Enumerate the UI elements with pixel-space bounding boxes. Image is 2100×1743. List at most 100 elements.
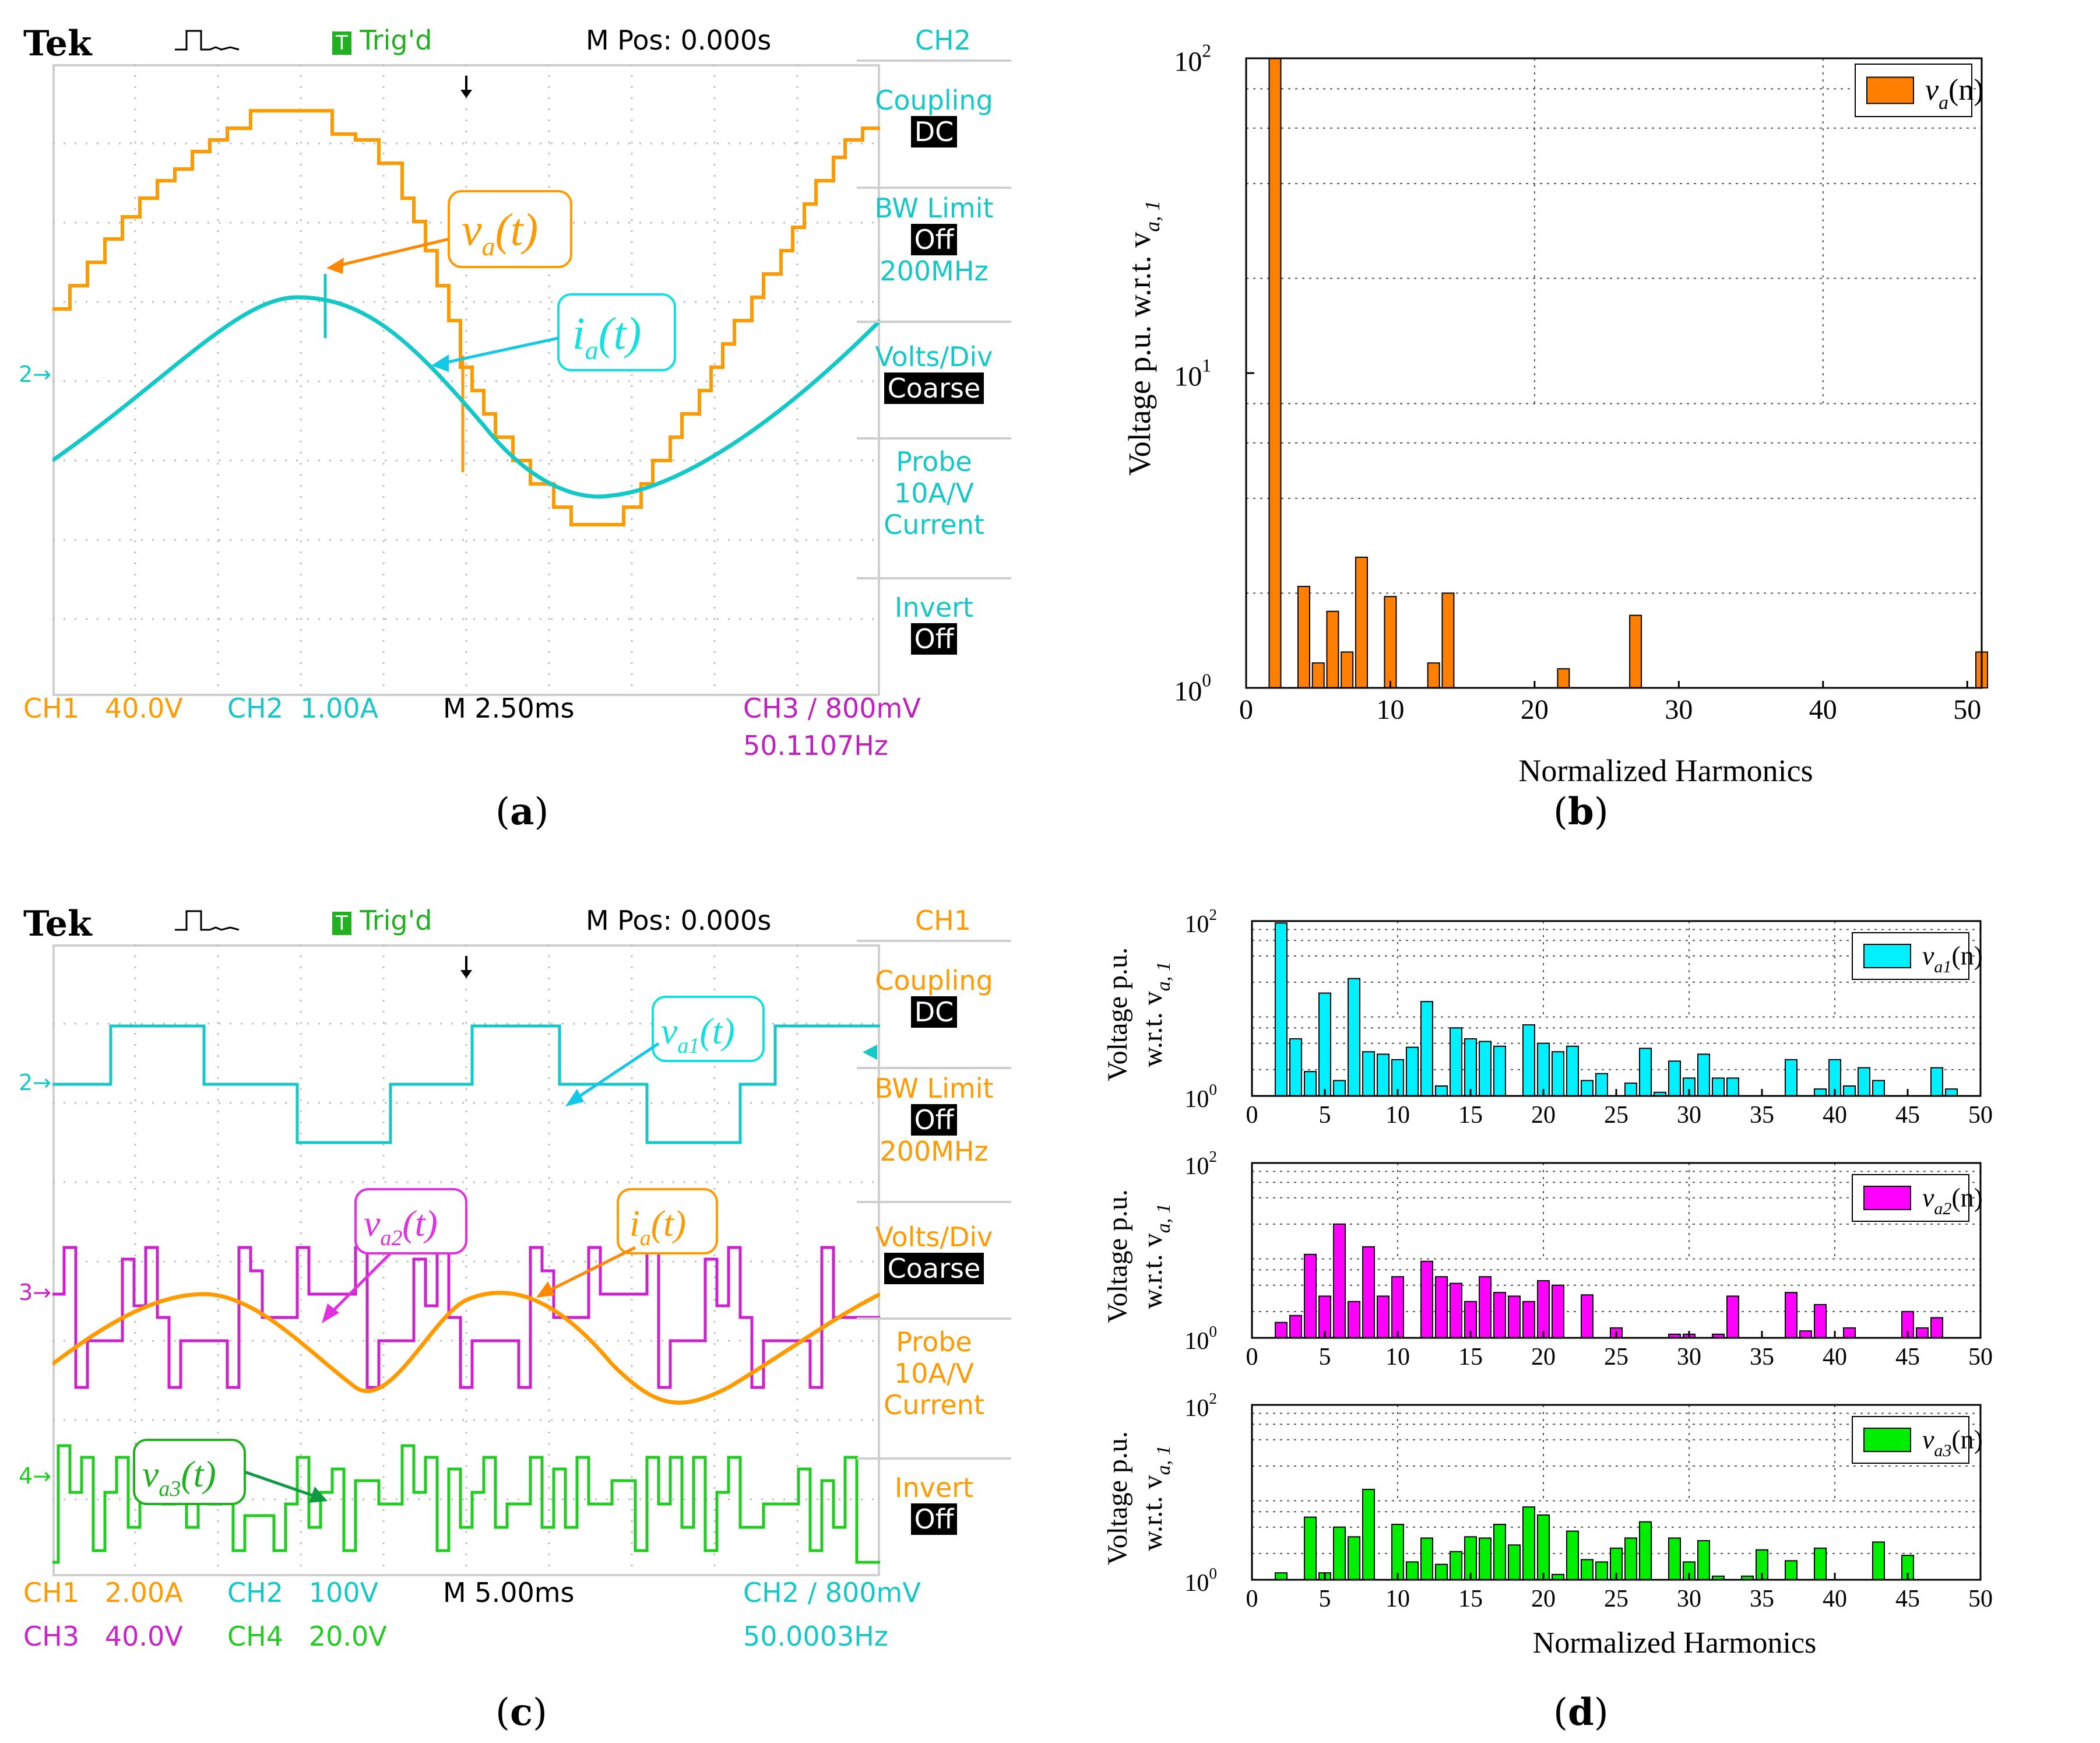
chart-d3-xtick-label: 25 <box>1604 1586 1628 1612</box>
chart-d3-bar <box>1581 1559 1594 1580</box>
chart-d3-bar <box>1275 1572 1288 1580</box>
chart-d3-legend-label: va3(n) <box>1922 1424 1983 1460</box>
chart-d1-bar <box>1333 1080 1346 1097</box>
trace-va1 <box>52 1024 880 1144</box>
trace-ia <box>52 295 880 499</box>
menu-probe[interactable]: Probe 10A/V Current <box>884 446 984 540</box>
chart-b-bar <box>1355 556 1368 688</box>
label-ia-c-arrow <box>541 1246 636 1296</box>
chart-d1-bar <box>1930 1067 1943 1097</box>
trace-ia-c <box>52 1291 880 1405</box>
chart-d1-bar <box>1275 922 1288 1097</box>
acquisition-icon <box>175 30 240 51</box>
menu-coupling-c[interactable]: Coupling DC <box>875 965 993 1028</box>
chart-d1-bar <box>1479 1041 1492 1097</box>
chart-b-bar <box>1441 592 1455 688</box>
chart-d1-xtick-label: 45 <box>1895 1102 1920 1129</box>
chart-d1-bar <box>1537 1042 1550 1097</box>
trigger-position-icon-c <box>460 970 472 978</box>
menu-channel[interactable]: CH2 <box>915 24 971 56</box>
label-ia-text: ia(t) <box>572 308 641 365</box>
chart-d2-bar <box>1537 1280 1550 1339</box>
menu-bw-limit-c[interactable]: BW Limit Off 200MHz <box>874 1073 994 1167</box>
chart-d3-legend-swatch <box>1863 1428 1911 1452</box>
chart-d1-bar <box>1624 1083 1637 1097</box>
menu-coupling[interactable]: Coupling DC <box>875 85 993 147</box>
label-va2-arrow <box>325 1252 392 1319</box>
chart-b-bar <box>1311 662 1325 689</box>
label-va3-arrow <box>244 1470 321 1500</box>
label-va-text: va(t) <box>462 204 538 261</box>
chart-b-ytick-label: 102 <box>1174 41 1211 78</box>
ch2-label-c: CH2 100V <box>227 1577 379 1608</box>
label-va2-arrowhead <box>322 1303 339 1323</box>
chart-d1-bar <box>1435 1085 1448 1097</box>
chart-d3-bar <box>1493 1523 1506 1581</box>
chart-d2-bar <box>1450 1282 1462 1338</box>
chart-d1-bar <box>1843 1085 1856 1097</box>
chart-d1-bar <box>1318 992 1331 1097</box>
chart-d1-xtick-label: 15 <box>1458 1102 1483 1129</box>
trigger-frequency-c: 50.0003Hz <box>743 1621 888 1652</box>
menu-invert-c[interactable]: Invert Off <box>894 1472 974 1535</box>
menu-c-divider-5 <box>857 1457 1011 1460</box>
trigger-position-icon <box>460 90 472 98</box>
chart-d3-bar <box>1814 1547 1827 1580</box>
chart-d1-bar <box>1493 1045 1506 1097</box>
chart-d3-bar <box>1785 1560 1798 1581</box>
menu-invert[interactable]: Invert Off <box>894 592 974 655</box>
chart-d2-bar <box>1348 1301 1360 1338</box>
caption-a: (a) <box>495 790 549 834</box>
chart-b-xtick-label: 20 <box>1521 694 1549 725</box>
menu-divider-4 <box>857 437 1011 440</box>
chart-b-ytick-label: 101 <box>1174 356 1211 392</box>
chart-d2-bar <box>1726 1295 1739 1339</box>
chart-d3-bar <box>1537 1514 1550 1581</box>
chart-d1-ylabel2: w.r.t. va, 1 <box>1137 961 1174 1067</box>
chart-d2-bar <box>1275 1322 1288 1338</box>
chart-d1-ylabel: Voltage p.u. <box>1102 947 1133 1081</box>
label-ia-arrow <box>437 336 559 366</box>
chart-d1-xtick-label: 0 <box>1246 1102 1258 1129</box>
chart-d2-xtick-label: 20 <box>1531 1344 1556 1370</box>
chart-b-xtick-label: 0 <box>1239 694 1253 725</box>
menu-channel-c[interactable]: CH1 <box>915 905 971 936</box>
chart-d1-xtick-label: 35 <box>1750 1102 1774 1129</box>
ch2-marker: 2→ <box>19 361 52 387</box>
chart-b-xtick-label: 50 <box>1953 694 1981 725</box>
chart-d1-bar <box>1348 978 1360 1097</box>
chart-d1-xtick-label: 10 <box>1385 1102 1410 1129</box>
chart-b-bar <box>1384 596 1397 688</box>
chart-d3-xtick-label: 35 <box>1750 1586 1774 1612</box>
label-ia-c-arrowhead <box>536 1281 555 1298</box>
chart-d3-xtick-label: 0 <box>1246 1586 1258 1612</box>
menu-volts-div-c[interactable]: Volts/Div Coarse <box>875 1221 993 1284</box>
chart-d1-bar <box>1858 1067 1870 1097</box>
scope-a-grid <box>52 64 880 694</box>
menu-bw-limit[interactable]: BW Limit Off 200MHz <box>874 192 994 287</box>
chart-d1-legend-label: va1(n) <box>1922 940 1983 976</box>
label-ia-c-text: ia(t) <box>629 1203 686 1250</box>
chart-d3-xtick-label: 30 <box>1677 1586 1701 1612</box>
menu-c-divider-3 <box>857 1201 1011 1203</box>
caption-b: (b) <box>1553 790 1609 834</box>
chart-d2-bar <box>1479 1276 1492 1338</box>
chart-b-ylabel: Voltage p.u. w.r.t. va, 1 <box>1122 201 1164 476</box>
acquisition-icon-c <box>175 910 240 931</box>
label-va1-box <box>652 996 765 1062</box>
chart-d2-ylabel2: w.r.t. va, 1 <box>1137 1203 1174 1309</box>
chart-d2-bar <box>1916 1327 1929 1339</box>
brand-tek-c: Tek <box>23 904 92 944</box>
menu-volts-div[interactable]: Volts/Div Coarse <box>875 341 993 404</box>
menu-probe-c[interactable]: Probe 10A/V Current <box>884 1326 984 1421</box>
chart-d2-bar <box>1508 1295 1521 1339</box>
chart-b-legend-swatch <box>1866 76 1914 104</box>
chart-d1-grid <box>1252 921 1981 1070</box>
timebase: M 2.50ms <box>443 693 575 724</box>
chart-d2-xtick-label: 25 <box>1604 1344 1628 1370</box>
chart-d3-bar <box>1522 1506 1535 1580</box>
label-va1-arrowhead <box>565 1089 584 1106</box>
chart-d2-legend-label: va2(n) <box>1922 1182 1983 1218</box>
label-va2-text: va2(t) <box>364 1203 438 1250</box>
chart-d3-xtick-label: 40 <box>1823 1586 1847 1612</box>
